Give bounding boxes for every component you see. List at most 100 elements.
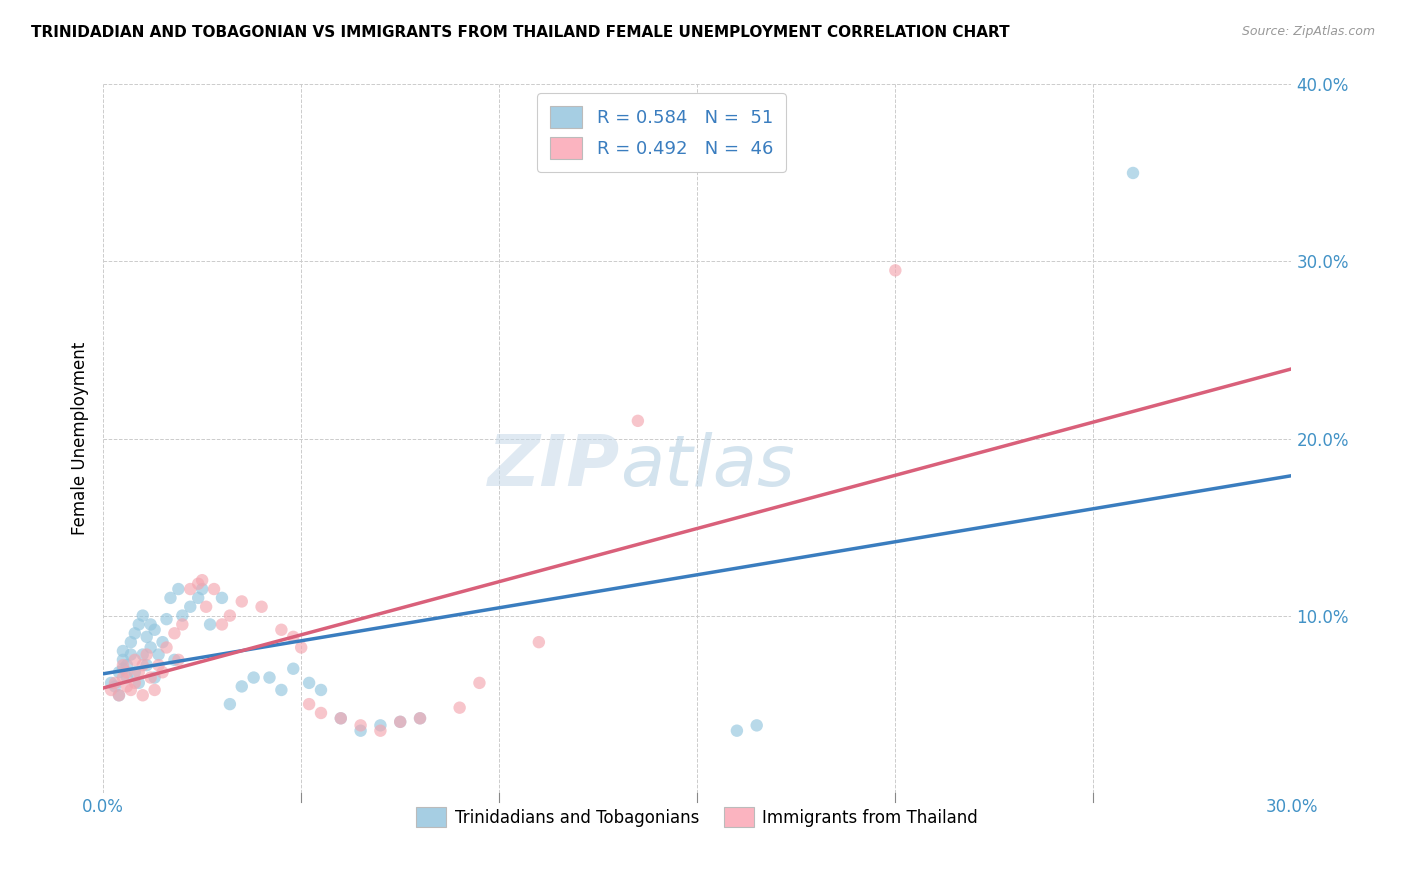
Point (298, 676, 321, 690)
Point (124, 626, 146, 640)
Point (159, 591, 181, 605)
Point (124, 653, 146, 667)
Point (270, 683, 292, 698)
Point (250, 599, 273, 614)
Point (115, 658, 138, 673)
Point (409, 711, 432, 725)
Y-axis label: Female Unemployment: Female Unemployment (72, 342, 89, 535)
Point (468, 676, 491, 690)
Point (198, 617, 221, 632)
Point (298, 697, 321, 711)
Point (111, 644, 134, 658)
Text: atlas: atlas (620, 433, 794, 501)
Point (219, 697, 242, 711)
Point (167, 653, 190, 667)
Point (108, 688, 131, 702)
Point (155, 640, 177, 655)
Point (124, 665, 146, 680)
Point (139, 640, 162, 655)
Point (259, 671, 281, 685)
Point (329, 711, 352, 725)
Point (725, 723, 748, 738)
Point (195, 599, 218, 614)
Point (135, 630, 157, 644)
Point (111, 662, 134, 676)
Point (120, 683, 142, 698)
Point (179, 582, 201, 596)
Point (132, 658, 155, 673)
Point (290, 640, 312, 655)
Legend: Trinidadians and Tobagonians, Immigrants from Thailand: Trinidadians and Tobagonians, Immigrants… (409, 800, 984, 834)
Point (884, 263, 907, 277)
Text: Source: ZipAtlas.com: Source: ZipAtlas.com (1241, 25, 1375, 38)
Point (124, 676, 146, 690)
Point (100, 683, 122, 698)
Point (128, 676, 150, 690)
Point (179, 599, 201, 614)
Point (108, 665, 131, 680)
Point (128, 665, 150, 680)
Point (120, 648, 142, 662)
Point (111, 671, 134, 685)
Point (135, 658, 157, 673)
Text: ZIP: ZIP (488, 433, 620, 501)
Point (745, 718, 768, 732)
Point (187, 576, 209, 591)
Point (132, 648, 155, 662)
Point (163, 626, 186, 640)
Point (143, 623, 166, 637)
Point (202, 582, 225, 596)
Point (349, 723, 371, 738)
Point (167, 582, 190, 596)
Point (211, 617, 233, 632)
Point (115, 671, 138, 685)
Point (139, 671, 162, 685)
Point (231, 594, 253, 608)
Point (135, 648, 157, 662)
Point (211, 591, 233, 605)
Point (104, 676, 127, 690)
Point (152, 635, 174, 649)
Text: TRINIDADIAN AND TOBAGONIAN VS IMMIGRANTS FROM THAILAND FEMALE UNEMPLOYMENT CORRE: TRINIDADIAN AND TOBAGONIAN VS IMMIGRANTS… (31, 25, 1010, 40)
Point (148, 658, 170, 673)
Point (132, 688, 155, 702)
Point (120, 635, 142, 649)
Point (389, 714, 412, 729)
Point (242, 671, 264, 685)
Point (104, 680, 127, 694)
Point (132, 608, 155, 623)
Point (172, 608, 194, 623)
Point (143, 671, 166, 685)
Point (627, 414, 650, 428)
Point (329, 711, 352, 725)
Point (111, 658, 134, 673)
Point (231, 680, 253, 694)
Point (309, 683, 332, 698)
Point (349, 718, 371, 732)
Point (143, 683, 166, 698)
Point (163, 653, 186, 667)
Point (409, 711, 432, 725)
Point (309, 706, 332, 720)
Point (115, 680, 138, 694)
Point (155, 612, 177, 626)
Point (139, 617, 162, 632)
Point (152, 665, 174, 680)
Point (100, 676, 122, 690)
Point (187, 591, 209, 605)
Point (283, 662, 305, 676)
Point (1122, 166, 1144, 180)
Point (191, 573, 214, 587)
Point (115, 665, 138, 680)
Point (389, 714, 412, 729)
Point (270, 623, 292, 637)
Point (219, 608, 242, 623)
Point (111, 653, 134, 667)
Point (191, 582, 214, 596)
Point (370, 723, 392, 738)
Point (370, 718, 392, 732)
Point (527, 635, 550, 649)
Point (283, 630, 305, 644)
Point (172, 617, 194, 632)
Point (148, 648, 170, 662)
